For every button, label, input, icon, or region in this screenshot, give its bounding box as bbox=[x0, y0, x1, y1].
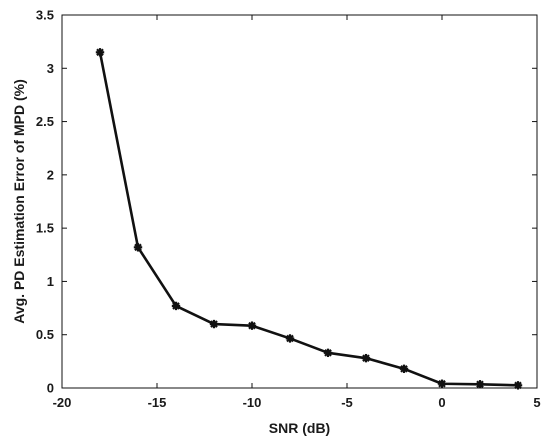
y-tick-label: 2 bbox=[47, 167, 54, 182]
marker-stroke bbox=[134, 243, 142, 252]
marker-stroke bbox=[438, 379, 446, 388]
series-layer bbox=[95, 48, 523, 390]
data-point-marker bbox=[475, 380, 485, 389]
marker-stroke bbox=[96, 48, 104, 57]
y-tick-label: 3.5 bbox=[36, 8, 54, 23]
y-axis: 0 0.5 1 1.5 2 2.5 3 3.5 bbox=[36, 8, 537, 396]
y-tick-label: 0 bbox=[47, 381, 54, 396]
data-point-marker bbox=[361, 353, 371, 363]
data-point-marker bbox=[437, 379, 447, 388]
x-axis-label: SNR (dB) bbox=[269, 420, 330, 436]
x-tick-label: -5 bbox=[341, 395, 353, 410]
marker-stroke bbox=[286, 334, 294, 343]
marker-stroke bbox=[248, 321, 256, 330]
y-tick-label: 1.5 bbox=[36, 221, 54, 236]
data-point-marker bbox=[247, 321, 257, 330]
data-point-marker bbox=[285, 334, 295, 343]
data-point-marker bbox=[399, 364, 409, 374]
y-tick-label: 2.5 bbox=[36, 114, 54, 129]
data-point-marker bbox=[133, 243, 143, 252]
x-tick-label: -20 bbox=[53, 395, 72, 410]
marker-stroke bbox=[514, 381, 522, 390]
y-axis-label: Avg. PD Estimation Error of MPD (%) bbox=[11, 79, 27, 324]
data-point-marker bbox=[95, 48, 105, 57]
x-tick-label: -15 bbox=[148, 395, 167, 410]
marker-stroke bbox=[324, 349, 332, 357]
data-point-marker bbox=[513, 381, 523, 390]
marker-stroke bbox=[400, 365, 408, 373]
data-point-marker bbox=[171, 301, 181, 311]
x-tick-label: -10 bbox=[243, 395, 262, 410]
x-axis: -20 -15 -10 -5 0 5 bbox=[53, 15, 541, 410]
series-line bbox=[98, 52, 519, 387]
data-point-marker bbox=[209, 319, 219, 329]
plot-frame-box bbox=[61, 14, 538, 389]
x-tick-label: 5 bbox=[533, 395, 540, 410]
marker-stroke bbox=[362, 354, 370, 362]
y-tick-label: 1 bbox=[47, 274, 54, 289]
marker-stroke bbox=[210, 320, 218, 328]
plot-area bbox=[61, 14, 538, 389]
marker-stroke bbox=[172, 302, 180, 310]
marker-stroke bbox=[476, 380, 484, 389]
data-point-marker bbox=[323, 348, 333, 358]
x-tick-label: 0 bbox=[438, 395, 445, 410]
y-tick-label: 3 bbox=[47, 61, 54, 76]
y-tick-label: 0.5 bbox=[36, 327, 54, 342]
